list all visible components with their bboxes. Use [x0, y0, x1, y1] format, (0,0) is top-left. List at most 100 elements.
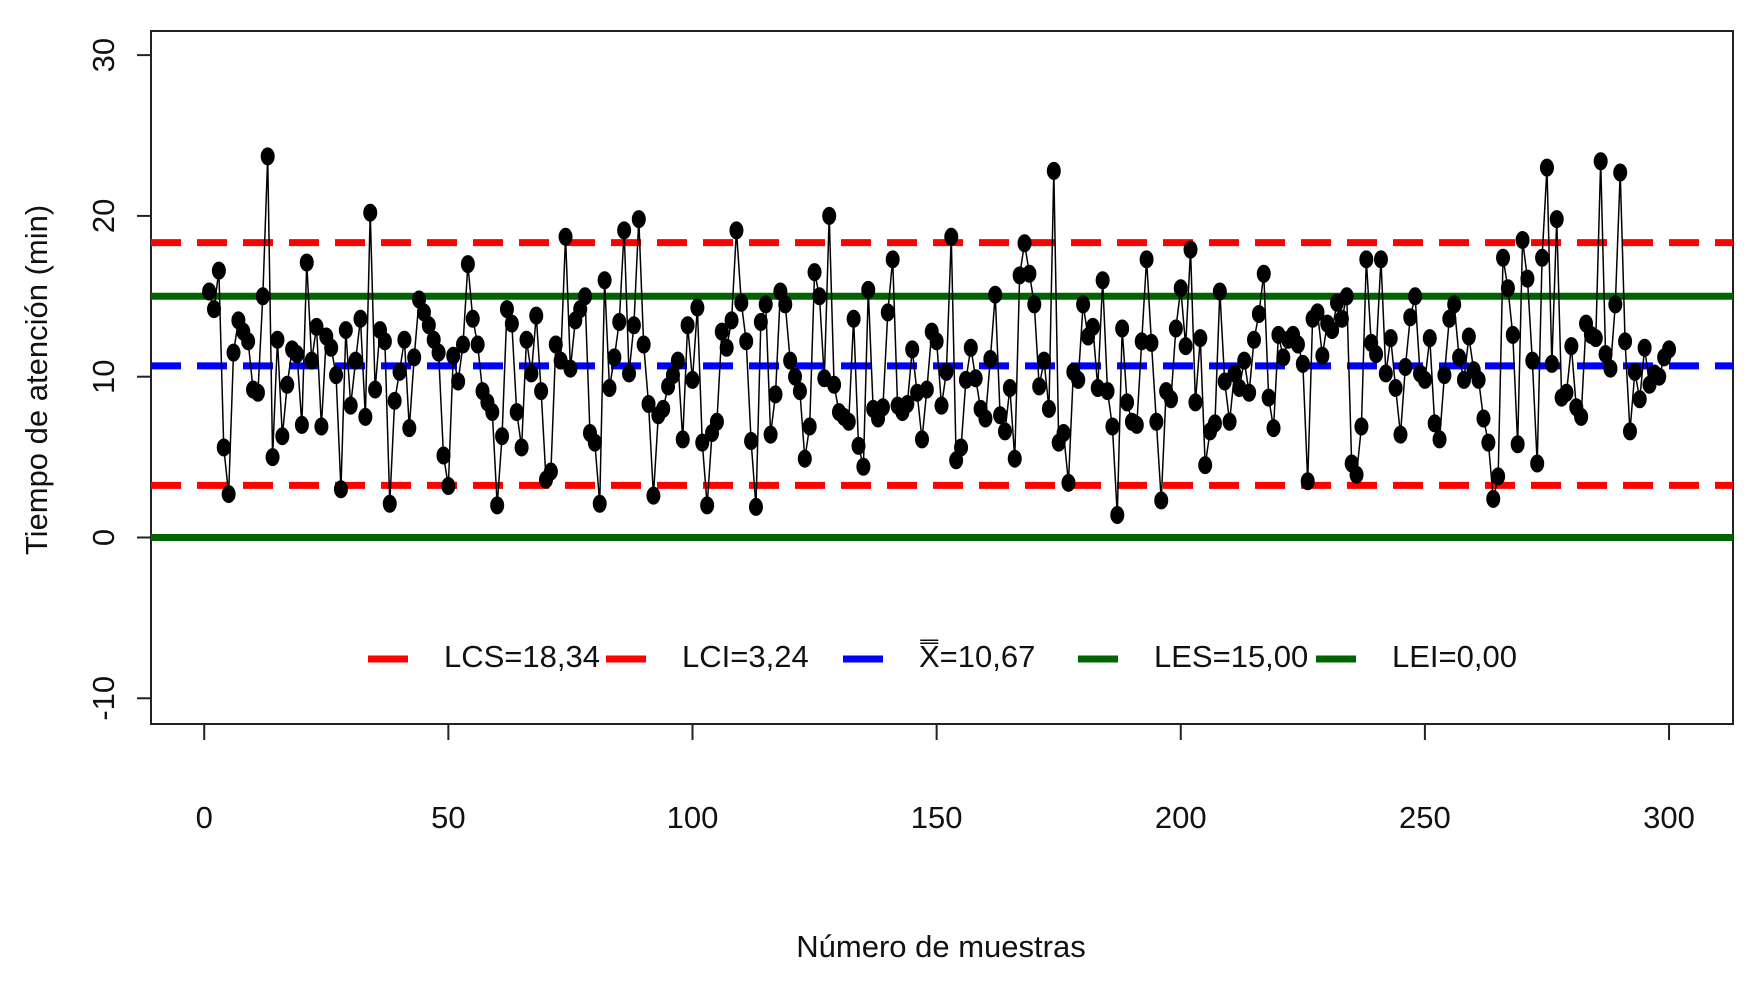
- data-point: [778, 295, 793, 314]
- data-point: [529, 306, 544, 325]
- data-point: [1071, 370, 1086, 389]
- data-point: [631, 210, 646, 229]
- data-point: [504, 314, 519, 333]
- data-point: [578, 287, 593, 306]
- data-point: [1227, 364, 1242, 383]
- data-point: [431, 343, 446, 362]
- data-point: [1520, 269, 1535, 288]
- data-point: [548, 335, 563, 354]
- data-point: [1100, 382, 1115, 401]
- data-point: [1393, 425, 1408, 444]
- x-tick-label: 0: [196, 800, 213, 835]
- data-point: [670, 351, 685, 370]
- data-point: [983, 350, 998, 369]
- data-point: [558, 227, 573, 246]
- data-point: [1007, 449, 1022, 468]
- data-point: [1510, 435, 1525, 454]
- data-point: [1222, 412, 1237, 431]
- data-point: [997, 422, 1012, 441]
- data-point: [1427, 414, 1442, 433]
- data-point: [1618, 332, 1633, 351]
- legend-label: X̿=10,67: [919, 638, 1035, 674]
- legend-label: LES=15,00: [1154, 639, 1308, 674]
- data-point: [1432, 430, 1447, 449]
- data-point: [1442, 309, 1457, 328]
- data-point: [1417, 370, 1432, 389]
- data-point: [646, 486, 661, 505]
- y-axis-title: Tiempo de atención (min): [19, 205, 54, 555]
- data-point: [255, 287, 270, 306]
- data-point: [1261, 388, 1276, 407]
- data-point: [1369, 345, 1384, 364]
- data-point: [607, 348, 622, 367]
- data-point: [294, 415, 309, 434]
- data-point: [216, 438, 231, 457]
- data-point: [289, 345, 304, 364]
- data-point: [1173, 279, 1188, 298]
- data-point: [1408, 287, 1423, 306]
- data-point: [1120, 393, 1135, 412]
- data-point: [534, 382, 549, 401]
- data-point: [1456, 370, 1471, 389]
- data-point: [1603, 359, 1618, 378]
- data-point: [1481, 433, 1496, 452]
- data-point: [221, 485, 236, 504]
- data-point: [734, 293, 749, 312]
- data-point: [963, 338, 978, 357]
- data-point: [1622, 422, 1637, 441]
- data-point: [1564, 337, 1579, 356]
- data-point: [592, 494, 607, 513]
- data-point: [1149, 412, 1164, 431]
- data-point: [226, 343, 241, 362]
- data-point: [1242, 383, 1257, 402]
- data-point: [1486, 489, 1501, 508]
- data-point: [1373, 250, 1388, 269]
- data-point: [509, 403, 524, 422]
- data-point: [1095, 271, 1110, 290]
- data-point: [1471, 370, 1486, 389]
- data-point: [934, 396, 949, 415]
- data-point: [304, 351, 319, 370]
- data-point: [451, 372, 466, 391]
- data-point: [1198, 456, 1213, 475]
- data-point: [641, 395, 656, 414]
- data-point: [856, 457, 871, 476]
- data-point: [333, 480, 348, 499]
- data-point: [314, 417, 329, 436]
- y-tick-label: -10: [86, 676, 121, 721]
- data-point: [1129, 415, 1144, 434]
- data-point: [758, 295, 773, 314]
- data-point: [1056, 423, 1071, 442]
- data-point: [622, 364, 637, 383]
- data-point: [1085, 317, 1100, 336]
- data-point: [656, 399, 671, 418]
- data-point: [822, 206, 837, 225]
- data-point: [763, 425, 778, 444]
- data-point: [939, 362, 954, 381]
- data-point: [1613, 163, 1628, 182]
- data-point: [343, 396, 358, 415]
- data-point: [714, 322, 729, 341]
- data-point: [211, 261, 226, 280]
- data-point: [397, 330, 412, 349]
- data-point: [392, 362, 407, 381]
- data-point: [1300, 472, 1315, 491]
- data-point: [1168, 319, 1183, 338]
- data-point: [1334, 309, 1349, 328]
- data-point: [543, 462, 558, 481]
- data-point: [465, 309, 480, 328]
- data-point: [1017, 234, 1032, 253]
- data-point: [709, 412, 724, 431]
- data-point: [241, 332, 256, 351]
- data-point: [299, 253, 314, 272]
- data-point: [1310, 303, 1325, 322]
- x-tick-label: 200: [1155, 800, 1207, 835]
- data-point: [602, 378, 617, 397]
- data-point: [265, 448, 280, 467]
- data-point: [797, 449, 812, 468]
- data-point: [363, 203, 378, 222]
- data-point: [1105, 417, 1120, 436]
- data-point: [382, 494, 397, 513]
- data-point: [1383, 329, 1398, 348]
